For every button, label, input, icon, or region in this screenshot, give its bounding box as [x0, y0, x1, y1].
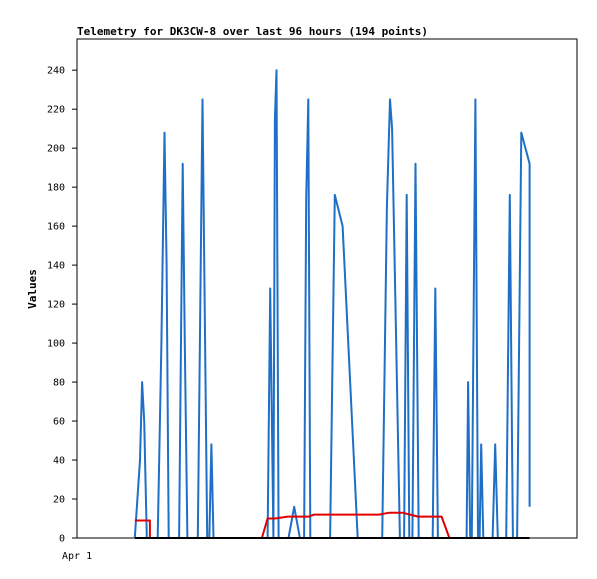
- series-line-2: [134, 511, 451, 539]
- y-tick-label: 200: [47, 144, 65, 155]
- y-tick-label: 60: [53, 417, 65, 428]
- y-axis-ticks: 0 20 40 60 80 100 120 140 160 180 200 220 240: [47, 66, 77, 545]
- y-tick-label: 20: [53, 495, 65, 506]
- y-tick-label: 160: [47, 222, 65, 233]
- y-tick-label: 80: [53, 378, 65, 389]
- series-layer: [133, 69, 531, 539]
- y-axis-label: Values: [26, 269, 39, 309]
- y-tick-label: 240: [47, 66, 65, 77]
- y-tick-label: 220: [47, 105, 65, 116]
- chart-title: Telemetry for DK3CW-8 over last 96 hours…: [77, 25, 428, 38]
- y-tick-label: 0: [59, 534, 65, 545]
- y-tick-label: 180: [47, 183, 65, 194]
- series-line-1: [133, 69, 531, 539]
- y-tick-label: 40: [53, 456, 65, 467]
- plot-frame: [76, 38, 578, 539]
- y-tick-label: 100: [47, 339, 65, 350]
- x-tick-label: Apr 1: [62, 551, 92, 562]
- y-tick-label: 140: [47, 261, 65, 272]
- y-tick-label: 120: [47, 300, 65, 311]
- x-axis-ticks: Apr 1: [62, 551, 92, 562]
